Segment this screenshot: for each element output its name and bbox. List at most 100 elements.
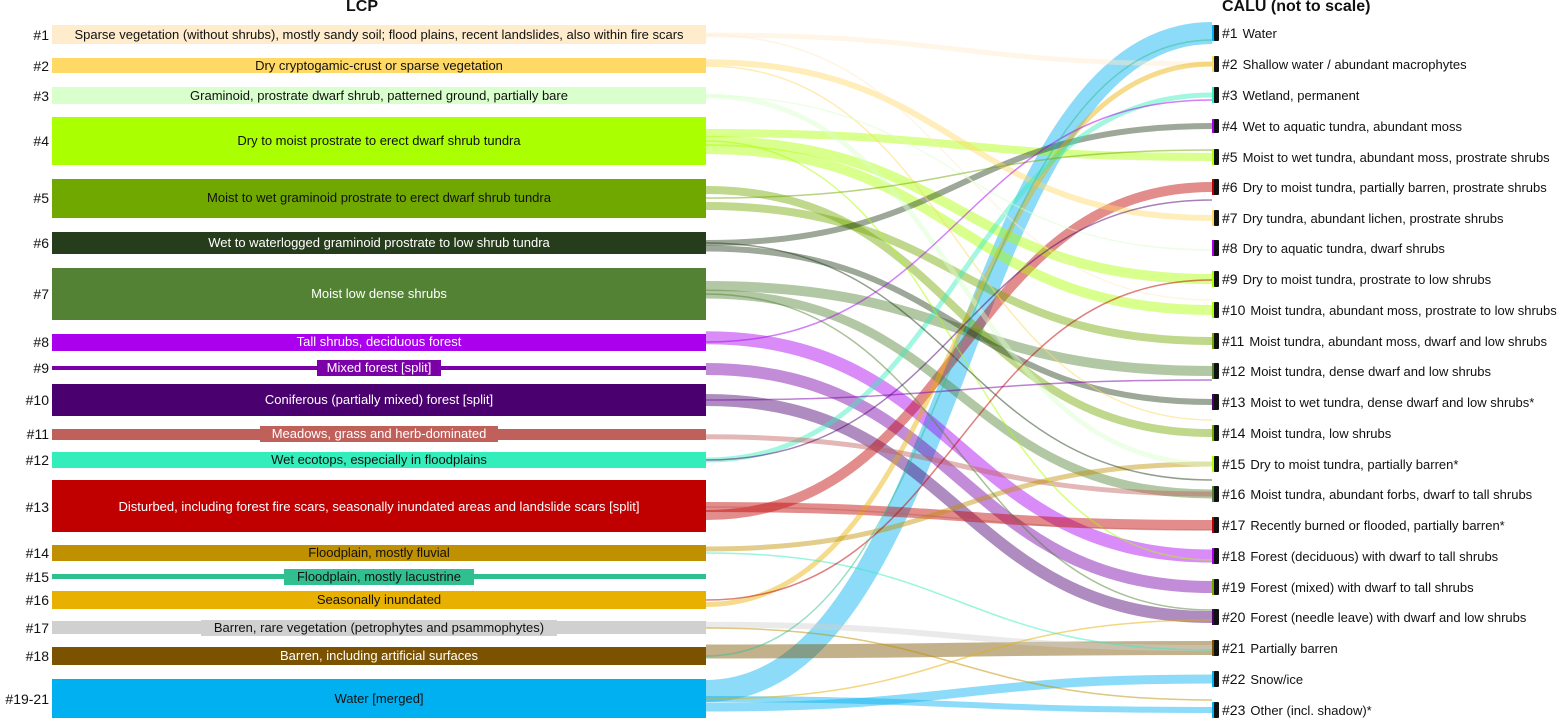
calu-text: Forest (mixed) with dwarf to tall shrubs xyxy=(1250,580,1474,595)
flow-link xyxy=(705,202,1213,345)
flow-thread xyxy=(705,199,1213,461)
calu-text: Wetland, permanent xyxy=(1242,88,1360,103)
lcp-label: Graminoid, prostrate dwarf shrub, patter… xyxy=(190,88,568,103)
lcp-label: Barren, rare vegetation (petrophytes and… xyxy=(201,620,557,636)
calu-text: Forest (deciduous) with dwarf to tall sh… xyxy=(1250,549,1499,564)
calu-number: #3 xyxy=(1222,87,1238,103)
flow-link xyxy=(705,394,1213,623)
calu-text: Water xyxy=(1242,26,1277,41)
calu-label: #9 Dry to moist tundra, prostrate to low … xyxy=(1222,271,1491,287)
flow-thread xyxy=(705,140,1213,561)
calu-number: #10 xyxy=(1222,302,1246,318)
calu-text: Moist to wet tundra, abundant moss, pros… xyxy=(1242,150,1550,165)
lcp-label: Mixed forest [split] xyxy=(317,360,441,376)
calu-number: #19 xyxy=(1222,579,1246,595)
flow-thread xyxy=(705,65,1213,421)
calu-bar xyxy=(1214,240,1219,256)
calu-bar xyxy=(1214,210,1219,226)
calu-text: Dry to aquatic tundra, dwarf shrubs xyxy=(1242,241,1445,256)
lcp-number: #13 xyxy=(25,499,49,515)
flow-link xyxy=(705,696,1213,713)
calu-bar xyxy=(1214,363,1219,379)
flow-link xyxy=(705,59,1213,221)
flow-thread xyxy=(705,149,1213,199)
lcp-number: #7 xyxy=(33,286,49,302)
calu-text: Moist to wet tundra, dense dwarf and low… xyxy=(1250,395,1535,410)
calu-bar xyxy=(1214,119,1219,133)
lcp-label: Dry to moist prostrate to erect dwarf sh… xyxy=(237,133,521,148)
flow-thread xyxy=(705,242,1213,481)
calu-text: Snow/ice xyxy=(1250,672,1304,687)
calu-bar xyxy=(1214,87,1219,103)
lcp-label: Water [merged] xyxy=(334,691,424,706)
calu-label: #15 Dry to moist tundra, partially barren… xyxy=(1222,456,1458,472)
calu-text: Dry to moist tundra, prostrate to low sh… xyxy=(1242,272,1492,287)
flow-link xyxy=(705,186,1213,437)
calu-label: #14 Moist tundra, low shrubs xyxy=(1222,425,1391,441)
calu-number: #8 xyxy=(1222,240,1238,256)
calu-number: #20 xyxy=(1222,609,1246,625)
flow-link xyxy=(705,363,1213,593)
calu-bar xyxy=(1214,517,1219,533)
calu-bar xyxy=(1214,271,1219,287)
lcp-bar xyxy=(52,591,706,609)
lcp-bar xyxy=(52,452,706,468)
lcp-label: Dry cryptogamic-crust or sparse vegetati… xyxy=(255,58,503,73)
calu-bar xyxy=(1214,609,1219,625)
lcp-number: #6 xyxy=(33,235,49,251)
calu-bar xyxy=(1214,486,1219,502)
calu-label: #20 Forest (needle leave) with dwarf and … xyxy=(1222,609,1526,625)
calu-label: #2 Shallow water / abundant macrophytes xyxy=(1222,56,1467,72)
lcp-label: Coniferous (partially mixed) forest [spl… xyxy=(264,392,494,407)
lcp-number: #11 xyxy=(26,426,49,442)
lcp-label: Disturbed, including forest fire scars, … xyxy=(118,499,640,514)
lcp-bar xyxy=(52,334,706,351)
lcp-label: Sparse vegetation (without shrubs), most… xyxy=(74,27,684,42)
calu-label: #16 Moist tundra, abundant forbs, dwarf t… xyxy=(1222,486,1532,502)
lcp-number: #12 xyxy=(25,452,49,468)
calu-number: #11 xyxy=(1222,333,1245,349)
lcp-label: Wet ecotops, especially in floodplains xyxy=(271,452,487,467)
flow-link xyxy=(705,123,1213,246)
calu-text: Moist tundra, abundant moss, prostrate t… xyxy=(1250,303,1557,318)
lcp-number: #2 xyxy=(33,58,49,74)
lcp-number: #1 xyxy=(33,27,49,43)
calu-bar xyxy=(1214,425,1219,441)
lcp-label: Floodplain, mostly fluvial xyxy=(308,545,450,560)
flow-thread xyxy=(705,506,1213,531)
lcp-label: Floodplain, mostly lacustrine xyxy=(284,569,474,585)
flow-thread xyxy=(705,552,1213,651)
flow-link xyxy=(705,245,1213,405)
flow-thread xyxy=(705,379,1213,401)
calu-number: #21 xyxy=(1222,640,1246,656)
lcp-label: Moist low dense shrubs xyxy=(311,286,447,301)
calu-label: #12 Moist tundra, dense dwarf and low shr… xyxy=(1222,363,1491,379)
calu-bar xyxy=(1214,333,1219,349)
lcp-label: Tall shrubs, deciduous forest xyxy=(296,334,462,349)
calu-number: #1 xyxy=(1222,25,1238,41)
calu-label: #22 Snow/ice xyxy=(1222,671,1303,687)
flow-link xyxy=(705,129,1213,161)
calu-label: #18 Forest (deciduous) with dwarf to tall… xyxy=(1222,548,1498,564)
lcp-number: #3 xyxy=(33,88,49,104)
lcp-number: #17 xyxy=(25,620,49,636)
calu-label: #19 Forest (mixed) with dwarf to tall shr… xyxy=(1222,579,1474,595)
calu-text: Dry to moist tundra, partially barren* xyxy=(1250,457,1459,472)
calu-label: #11 Moist tundra, abundant moss, dwarf an… xyxy=(1222,333,1547,349)
calu-label: #7 Dry tundra, abundant lichen, prostrate… xyxy=(1222,210,1503,226)
calu-text: Partially barren xyxy=(1250,641,1338,656)
calu-label: #13 Moist to wet tundra, dense dwarf and … xyxy=(1222,394,1534,410)
calu-number: #23 xyxy=(1222,702,1246,718)
lcp-label: Wet to waterlogged graminoid prostrate t… xyxy=(208,235,550,250)
flow-link xyxy=(705,289,1213,499)
flow-link xyxy=(705,93,1213,467)
calu-text: Shallow water / abundant macrophytes xyxy=(1242,57,1467,72)
calu-bar xyxy=(1214,302,1219,318)
calu-label: #4 Wet to aquatic tundra, abundant moss xyxy=(1222,118,1462,134)
calu-bar xyxy=(1214,579,1219,595)
calu-text: Forest (needle leave) with dwarf and low… xyxy=(1250,610,1527,625)
calu-bar xyxy=(1214,149,1219,165)
flow-thread xyxy=(705,619,1213,700)
flow-thread xyxy=(705,279,1213,601)
